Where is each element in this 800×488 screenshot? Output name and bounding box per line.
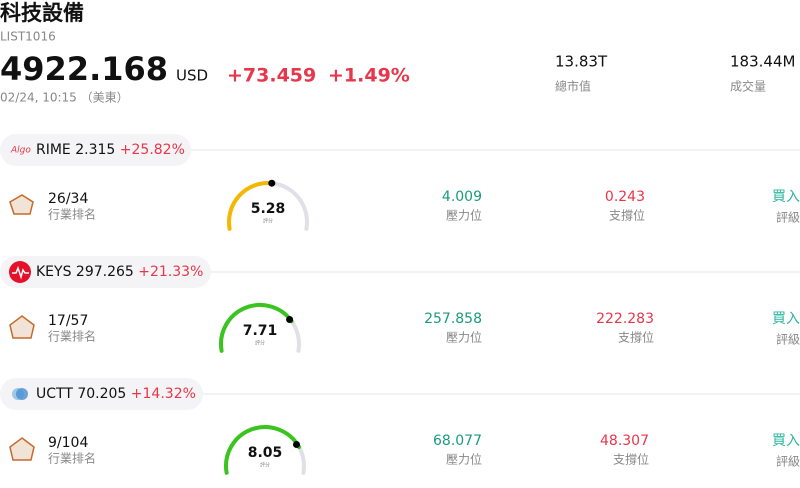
resistance: 257.858: [424, 311, 482, 327]
radar-icon: [9, 315, 35, 339]
score-label: 評分: [260, 462, 270, 469]
gauge-dot: [286, 316, 294, 323]
gauge-dot: [293, 441, 300, 448]
stock-pill[interactable]: [0, 134, 191, 166]
support: 0.243: [605, 189, 645, 205]
stock-pill[interactable]: [0, 378, 203, 410]
resistance-label: 壓力位: [446, 330, 482, 345]
rating-label: 評級: [776, 332, 800, 347]
support-label: 支撐位: [613, 452, 649, 467]
rank-label: 行業排名: [48, 451, 96, 466]
rank: 17/57: [48, 313, 88, 329]
support-label: 支撐位: [618, 330, 654, 345]
change: +73.459: [227, 65, 316, 87]
price: 297.265: [76, 264, 134, 280]
gauge-dot: [268, 179, 276, 187]
currency: USD: [176, 67, 208, 85]
resistance-label: 壓力位: [446, 208, 482, 223]
gauge-fill: [227, 181, 274, 231]
support: 48.307: [600, 433, 649, 449]
code: LIST1016: [0, 30, 56, 44]
resistance-label: 壓力位: [446, 452, 482, 467]
market-cap-label: 總市值: [555, 79, 591, 94]
change-pct: +25.82%: [120, 142, 185, 158]
price: 4922.168: [0, 50, 168, 88]
rank: 26/34: [48, 191, 88, 207]
volume: 183.44M: [730, 53, 795, 71]
market-cap: 13.83T: [555, 53, 608, 71]
logo: Algo: [10, 146, 31, 156]
price: 2.315: [75, 142, 115, 158]
rank-label: 行業排名: [48, 207, 96, 222]
rank-label: 行業排名: [48, 329, 96, 344]
stock-pill[interactable]: [0, 256, 211, 288]
rank: 9/104: [48, 435, 88, 451]
support-label: 支撐位: [609, 208, 645, 223]
ticker[interactable]: UCTT 70.205 +14.32%: [36, 386, 196, 402]
rating-label: 評級: [776, 210, 800, 225]
score: 7.71: [243, 323, 278, 339]
ticker[interactable]: KEYS 297.265 +21.33%: [36, 264, 203, 280]
volume-label: 成交量: [730, 79, 766, 94]
support: 222.283: [596, 311, 654, 327]
rating: 買入: [772, 189, 800, 205]
score-label: 評分: [263, 218, 273, 225]
ticker[interactable]: RIME 2.315 +25.82%: [36, 142, 185, 158]
rating-label: 評級: [776, 454, 800, 469]
radar-icon: [9, 194, 34, 215]
ticker[interactable]: KEYS: [36, 264, 72, 280]
price: 70.205: [77, 386, 126, 402]
resistance: 68.077: [433, 433, 482, 449]
change-pct: +14.32%: [131, 386, 196, 402]
gauge-fill: [219, 302, 294, 353]
ticker[interactable]: RIME: [36, 142, 71, 158]
score: 8.05: [248, 445, 283, 461]
change-pct: +21.33%: [138, 264, 203, 280]
ticker[interactable]: UCTT: [36, 386, 73, 402]
rating: 買入: [772, 311, 800, 327]
title: 科技設備: [0, 1, 84, 25]
change-pct: +1.49%: [328, 65, 410, 87]
datetime: 02/24, 10:15 （美東）: [0, 91, 129, 105]
rating: 買入: [772, 433, 800, 449]
gauge-fill: [224, 425, 302, 475]
logo-mark: [12, 265, 29, 280]
score-label: 評分: [255, 340, 265, 347]
logo-mark: [16, 388, 28, 400]
score: 5.28: [251, 201, 286, 217]
resistance: 4.009: [442, 189, 482, 205]
radar-icon: [9, 437, 35, 461]
